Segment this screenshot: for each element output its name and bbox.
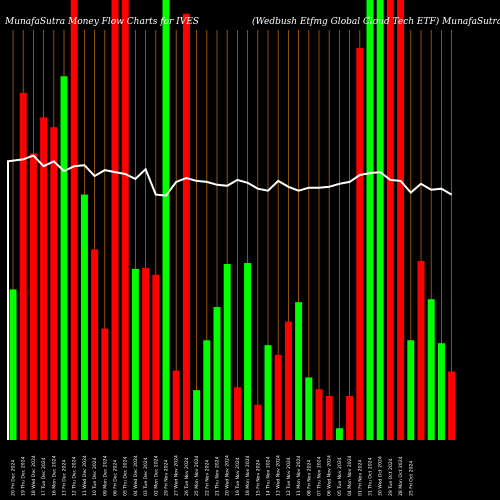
bar [60,76,68,441]
bar [203,340,211,440]
x-tick-label: 21 Thu Nov 2024 [215,456,221,496]
x-tick-label: 19 Tue Nov 2024 [235,457,241,496]
x-tick-label: 15 Fri Nov 2024 [255,460,261,496]
bar [417,261,425,440]
bar [80,194,88,440]
x-tick-label: 19 Thu Dec 2024 [21,456,27,496]
money-flow-line [7,154,453,440]
x-tick-label: 29 Tue Oct 2024 [388,458,394,496]
x-tick-label: 27 Wed Nov 2024 [174,455,180,496]
bar [346,396,354,440]
x-tick-label: 02 Mon Dec 2024 [153,455,159,496]
bar [264,345,272,440]
bar [397,0,405,440]
bar [284,321,292,440]
bar [244,263,252,440]
bar [386,0,394,440]
x-tick-label: 22 Fri Nov 2024 [204,460,210,496]
bar [213,307,221,440]
x-tick-label: 11 Wed Dec 2024 [82,455,88,496]
bar [223,264,231,440]
bar [70,0,78,440]
bar [29,153,37,440]
bar [172,370,180,440]
bar [91,249,99,440]
bar [121,0,129,440]
x-tick-label: 06 Wed Nov 2024 [327,455,333,496]
x-tick-label: 26 Tue Nov 2024 [184,457,190,496]
bar [111,0,119,440]
bar [356,47,364,441]
bar [407,340,415,440]
x-tick-label: 31 Thu Oct 2024 [368,457,374,496]
bar [233,387,241,440]
bar [9,289,17,440]
x-tick-label: 30 Wed Oct 2024 [378,456,384,496]
x-tick-label: 06 Fri Dec 2024 [113,460,119,496]
x-tick-label: 13 Fri Dec 2024 [62,460,68,496]
x-tick-label: 12 Thu Dec 2024 [72,456,78,496]
bar [40,117,48,440]
x-tick-label: 29 Fri Nov 2024 [164,460,170,496]
bar [162,0,170,440]
chart-title: MunafaSutra Money Flow Charts for IVES [4,17,199,27]
x-tick-label: 09 Mon Dec 2024 [102,455,108,496]
bar [182,13,190,440]
bar [437,343,445,440]
x-tick-label: 14 Thu Nov 2024 [266,456,272,496]
x-tick-label: 08 Fri Nov 2024 [306,460,312,496]
bar [305,377,313,440]
x-tick-label: 10 Tue Dec 2024 [92,457,98,496]
x-tick-label: 04 Mon Nov 2024 [347,455,353,496]
bars [9,0,456,441]
bar [274,354,282,440]
bar [19,92,27,440]
x-tick-label: 05 Tue Nov 2024 [337,457,343,496]
x-tick-label: 13 Wed Nov 2024 [276,455,282,496]
x-tick-label: 05 Thu Dec 2024 [123,456,129,496]
bar [254,404,262,440]
x-tick-label: 01 Fri Nov 2024 [357,460,363,496]
x-tick-label: 25 Fri Oct 2024 [408,461,414,496]
x-tick-label: 03 Tue Dec 2024 [143,457,149,496]
x-tick-label: 25 Mon Nov 2024 [194,455,200,496]
x-tick-labels: 20 Fri Dec 2024 19 Thu Dec 2024 18 Wed Dec… [11,455,415,496]
bar [448,371,456,440]
chart-subtitle: (Wedbush Etfmg Global Cloud Tech ETF) Mu… [252,16,500,27]
x-tick-label: 07 Thu Nov 2024 [317,456,323,496]
bar [295,302,303,440]
bar [193,390,201,440]
bar [50,127,58,440]
x-tick-label: 16 Mon Dec 2024 [51,455,57,496]
bar [142,267,150,440]
x-tick-label: 20 Fri Dec 2024 [11,460,17,496]
bar [131,268,139,440]
bar [335,428,343,440]
bar [152,274,160,440]
bar [366,0,374,440]
bar [315,389,323,440]
x-tick-label: 11 Mon Nov 2024 [296,455,302,496]
bar [427,299,435,440]
bar [325,396,333,440]
x-tick-label: 18 Mon Nov 2024 [245,455,251,496]
x-tick-label: 20 Wed Nov 2024 [225,455,231,496]
x-tick-label: 12 Tue Nov 2024 [286,457,292,496]
x-tick-label: 28 Mon Oct 2024 [398,456,404,496]
x-tick-label: 17 Tue Dec 2024 [41,457,47,496]
x-tick-label: 04 Wed Dec 2024 [133,455,139,496]
bar [101,328,109,440]
x-tick-label: 18 Wed Dec 2024 [31,455,37,496]
bar [376,0,384,440]
